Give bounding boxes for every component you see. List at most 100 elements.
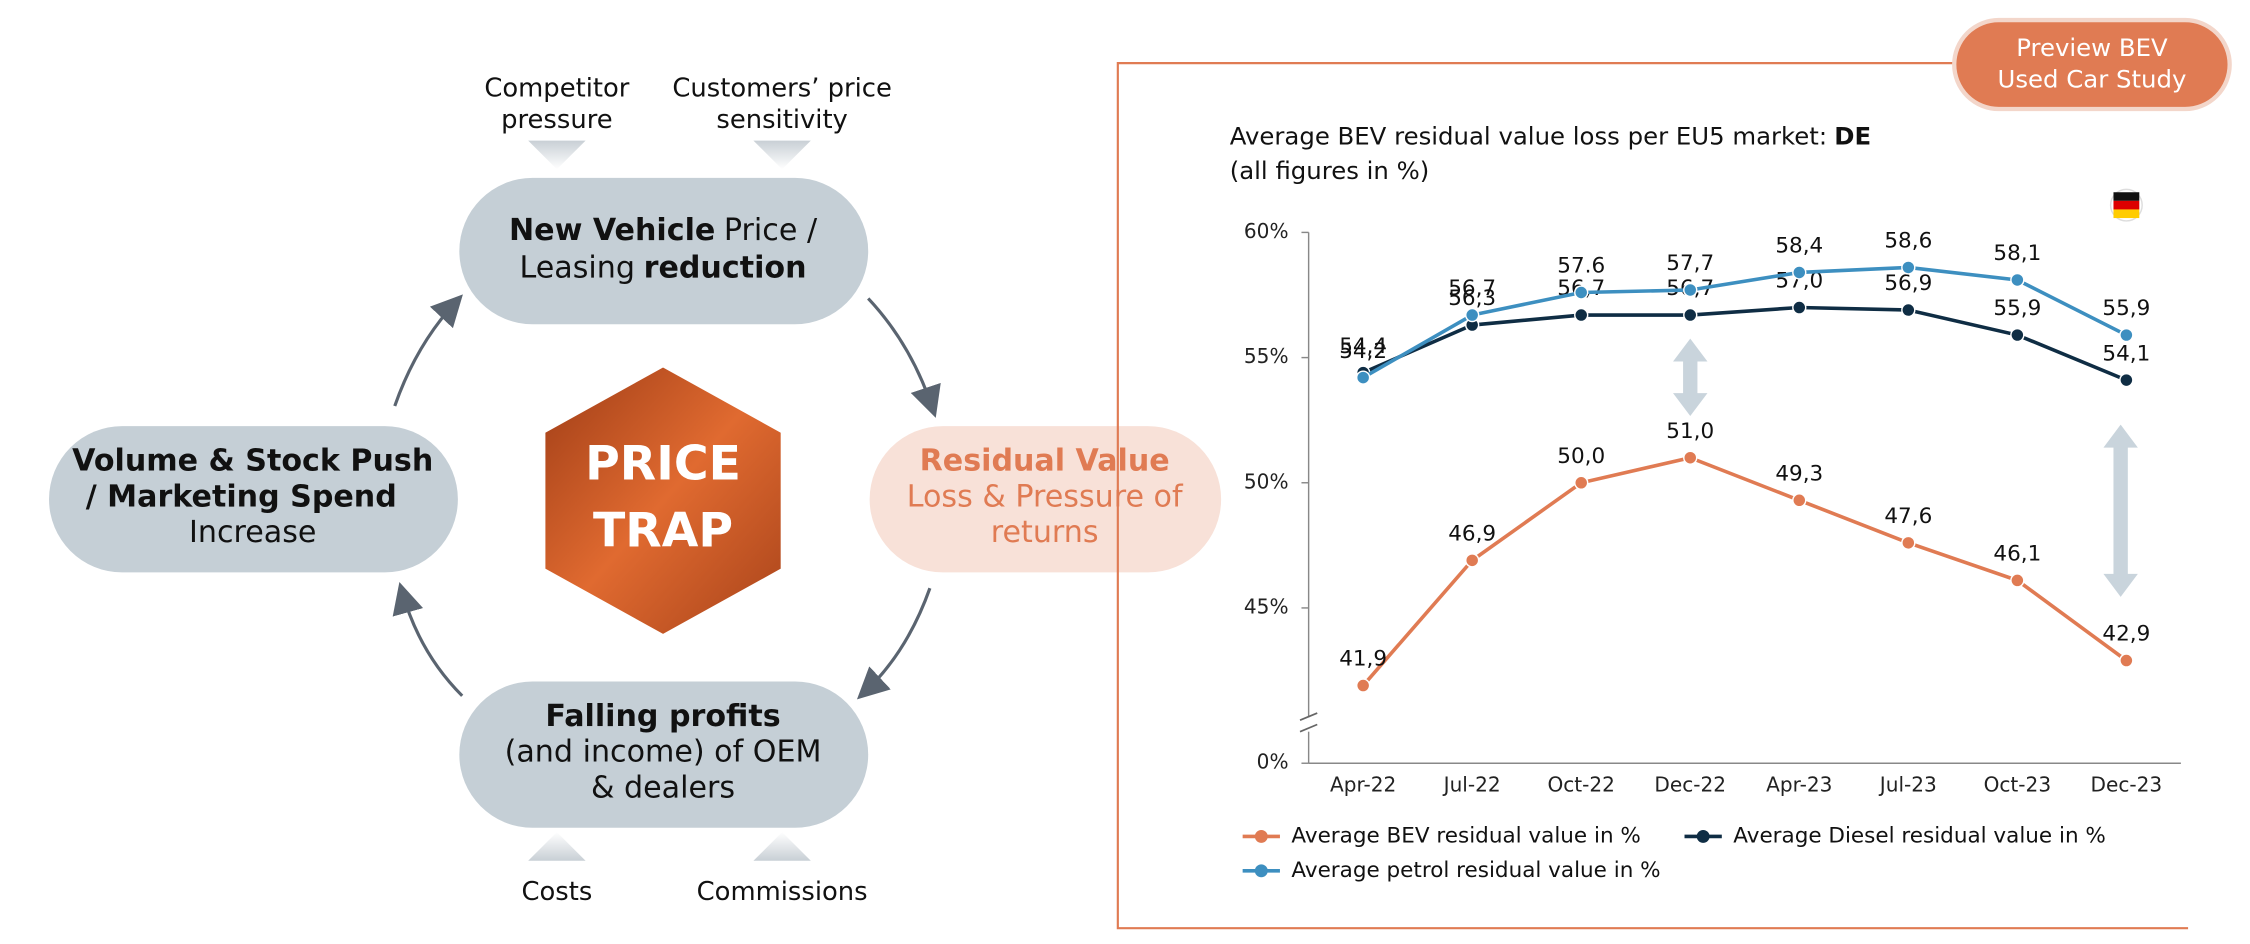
input-label: Competitor (484, 73, 629, 103)
data-label: 58,1 (1993, 241, 2041, 266)
data-point (1683, 307, 1698, 323)
gap-arrow (2103, 424, 2138, 597)
input-label: pressure (501, 105, 613, 135)
data-label: 56,9 (1884, 271, 1932, 296)
node-label: & dealers (591, 771, 735, 806)
x-tick-label: Oct-23 (1984, 773, 2052, 797)
data-point (1792, 300, 1807, 315)
data-label: 47,6 (1884, 504, 1932, 529)
node-label: Loss & Pressure of (907, 479, 1184, 514)
text-run: reduction (644, 250, 807, 285)
badge-label: Used Car Study (1998, 64, 2187, 93)
chart-frame (1116, 62, 2189, 930)
center-label: PRICE (585, 436, 741, 491)
y-tick-label: 50% (1244, 469, 1289, 493)
legend-label: Average BEV residual value in % (1291, 823, 1640, 848)
node (459, 177, 869, 325)
series-line (1362, 265, 2128, 380)
chart-title: Average BEV residual value loss per EU5 … (1230, 122, 1871, 151)
data-point (1574, 307, 1589, 323)
legend-label: Average Diesel residual value in % (1733, 823, 2106, 848)
data-point (1683, 282, 1698, 298)
x-tick-label: Oct-22 (1547, 773, 1615, 797)
data-label: 46,1 (1993, 542, 2041, 567)
y-tick-label: 60% (1244, 219, 1289, 243)
data-label: 58,6 (1884, 229, 1932, 254)
node-label: returns (991, 515, 1099, 550)
node-label: / Marketing Spend (86, 479, 397, 514)
data-label: 54,2 (1339, 339, 1387, 364)
x-tick-label: Jul-23 (1878, 773, 1937, 797)
data-label: 57,7 (1666, 251, 1714, 276)
data-point (2010, 272, 2025, 288)
data-point (1465, 307, 1480, 323)
series-line (1361, 455, 2128, 687)
data-point (1901, 302, 1916, 318)
axis-break (1299, 723, 1318, 733)
flag (2109, 188, 2143, 222)
node-label: Increase (189, 515, 316, 550)
data-label: 56,3 (1448, 286, 1496, 311)
data-point (1355, 678, 1371, 693)
data-label: 49,3 (1775, 461, 1823, 486)
legend-swatch (1696, 829, 1710, 843)
data-label: 46,9 (1448, 522, 1496, 547)
x-tick-label: Jul-22 (1442, 773, 1501, 797)
center-label: TRAP (593, 504, 733, 559)
input-arrow (528, 140, 586, 170)
data-point (1574, 475, 1589, 490)
legend-label: Average petrol residual value in % (1291, 858, 1660, 883)
gap-arrow (1673, 338, 1708, 417)
data-point (2010, 327, 2025, 343)
series-line (1362, 305, 2128, 382)
data-point (2119, 653, 2134, 668)
node (869, 426, 1222, 573)
arrow (867, 297, 941, 418)
data-point (2119, 327, 2134, 343)
input-label: Commissions (697, 877, 868, 907)
badge-label: Preview BEV (2016, 33, 2168, 62)
text-run: Average BEV residual value loss per EU5 … (1230, 122, 1827, 151)
gap-arrows (1673, 338, 2138, 597)
text-run: New Vehicle (509, 212, 715, 247)
arrow (393, 294, 463, 407)
data-label: 41,9 (1339, 647, 1387, 672)
x-tick-label: Apr-23 (1766, 773, 1832, 797)
input-label: Customers’ price (672, 73, 891, 103)
data-label: 58,4 (1775, 234, 1823, 259)
legend-swatch (1254, 829, 1268, 843)
data-label: 54,1 (2102, 341, 2150, 366)
data-point (1574, 285, 1589, 300)
y-tick-label: 0% (1257, 750, 1289, 774)
data-label: 51,0 (1666, 419, 1714, 444)
node-label: Leasing reduction (520, 250, 807, 285)
node-label: Volume & Stock Push (72, 443, 433, 478)
data-label: 54,4 (1339, 334, 1387, 359)
x-tick-label: Dec-23 (2091, 773, 2163, 797)
text-run: Price / (724, 212, 818, 247)
data-point (2119, 372, 2134, 388)
data-point (1792, 265, 1807, 280)
data-point (1465, 553, 1480, 568)
data-point (1792, 493, 1807, 508)
data-point (1901, 535, 1916, 551)
node-label: Falling profits (545, 699, 780, 734)
node (459, 681, 869, 828)
arrow (856, 587, 932, 700)
input-label: Costs (521, 877, 592, 907)
data-point (1901, 260, 1916, 275)
chart-subtitle: (all figures in %) (1230, 156, 1430, 185)
input-arrow (753, 832, 811, 861)
diagram: Competitor pressure Customers’ price sen… (49, 73, 1222, 907)
data-label: 56,7 (1448, 276, 1496, 301)
node-label: (and income) of OEM (505, 735, 822, 770)
data-point (1355, 370, 1371, 385)
data-label: 57.6 (1557, 254, 1605, 279)
y-tick-label: 45% (1244, 594, 1289, 618)
input-arrow (753, 140, 811, 170)
data-label: 50,0 (1557, 444, 1605, 469)
data-label: 42,9 (2102, 622, 2150, 647)
text-run: Leasing (520, 250, 635, 285)
cycle-arrows (392, 294, 941, 700)
